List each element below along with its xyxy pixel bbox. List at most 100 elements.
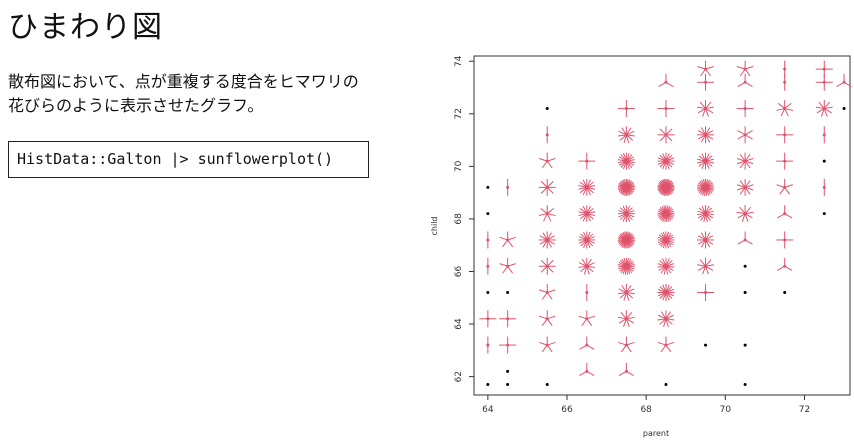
y-tick-label: 74: [454, 55, 464, 67]
point-center: [624, 343, 628, 347]
sunflower-point: [499, 257, 516, 274]
point-center: [585, 264, 589, 268]
sunflower-point: [617, 205, 635, 223]
plot-frame: [473, 55, 851, 396]
point-center: [545, 238, 549, 242]
x-tick-label: 66: [561, 405, 573, 415]
sunflower-point: [578, 231, 596, 249]
point-center: [585, 185, 589, 189]
point-center: [545, 185, 549, 189]
point-center: [664, 159, 668, 163]
point-center: [506, 238, 510, 242]
point-center: [545, 133, 549, 137]
x-axis-label: parent: [643, 429, 669, 438]
point-center: [486, 212, 490, 216]
sunflower-point: [618, 336, 635, 353]
y-tick-label: 62: [454, 371, 464, 382]
sunflower-point: [822, 126, 826, 144]
y-tick-label: 64: [454, 318, 464, 330]
description-line-1: 散布図において、点が重複する度合をヒマワリの: [8, 72, 359, 91]
point-center: [783, 107, 787, 111]
sunflower-point: [486, 257, 490, 275]
sunflower-point: [499, 336, 517, 354]
sunflower-point: [657, 152, 675, 170]
sunflower-point: [822, 159, 826, 163]
point-center: [704, 159, 708, 163]
point-center: [664, 264, 668, 268]
sunflower-point: [743, 291, 747, 295]
point-center: [743, 212, 747, 216]
point-center: [624, 133, 628, 137]
point-center: [743, 107, 747, 111]
sunflower-point: [538, 284, 556, 300]
point-center: [783, 159, 787, 163]
sunflower-point: [737, 231, 753, 245]
sunflower-point: [736, 152, 754, 170]
sunflower-point: [697, 126, 715, 144]
y-tick-label: 68: [454, 213, 464, 225]
point-center: [506, 264, 510, 268]
point-center: [585, 238, 589, 242]
sunflower-point: [506, 178, 510, 196]
y-axis-label: child: [430, 217, 439, 236]
sunflower-point: [776, 100, 794, 117]
sunflower-plot: 64 66 68 70 72 62 64 66 68 70 72 74 parent child: [430, 55, 852, 438]
point-center: [743, 382, 747, 386]
sunflower-point: [657, 100, 675, 118]
sunflower-point: [499, 310, 517, 328]
sunflower-point: [697, 73, 715, 91]
point-center: [704, 343, 708, 347]
sunflower-point: [617, 152, 635, 170]
point-center: [842, 80, 846, 84]
sunflower-point: [657, 126, 675, 144]
sunflower-point: [657, 310, 675, 328]
point-center: [585, 159, 589, 163]
point-center: [545, 291, 549, 295]
sunflower-point: [836, 73, 852, 87]
sunflower-point: [697, 152, 714, 170]
sunflower-point: [538, 205, 556, 222]
sunflower-point: [736, 100, 754, 118]
sunflower-point: [815, 60, 833, 78]
sunflower-point: [697, 257, 714, 275]
sunflower-point: [822, 212, 826, 216]
sunflower-point: [815, 100, 833, 117]
sunflower-point: [783, 60, 787, 78]
y-tick-label: 72: [454, 108, 464, 119]
sunflower-point: [578, 205, 596, 223]
point-center: [545, 382, 549, 386]
sunflower-point: [704, 343, 708, 347]
point-center: [624, 159, 628, 163]
sunflower-point: [657, 284, 675, 302]
sunflower-point: [658, 73, 674, 87]
sunflower-point: [777, 205, 793, 219]
sunflower-point: [743, 264, 747, 268]
point-center: [585, 317, 589, 321]
sunflower-point: [776, 231, 794, 249]
point-center: [842, 107, 846, 111]
sunflower-point: [822, 178, 826, 196]
sunflower-point: [545, 382, 549, 386]
sunflower-point: [585, 284, 589, 302]
sunflower-point: [617, 178, 635, 196]
point-center: [624, 212, 628, 216]
sunflower-point: [697, 100, 714, 117]
sunflower-point: [506, 382, 510, 386]
point-center: [664, 107, 668, 111]
x-tick-label: 68: [640, 405, 652, 415]
sunflower-point: [697, 284, 715, 302]
point-center: [624, 369, 628, 373]
sunflower-point: [499, 231, 516, 248]
point-center: [486, 343, 490, 347]
sunflower-point: [486, 291, 490, 295]
sunflower-point: [743, 343, 747, 347]
point-center: [545, 264, 549, 268]
point-center: [545, 107, 549, 111]
sunflower-point: [486, 336, 490, 354]
sunflower-point: [617, 126, 635, 144]
point-center: [822, 133, 826, 137]
sunflower-point: [697, 60, 714, 77]
sunflower-point: [697, 205, 715, 223]
point-center: [664, 291, 668, 295]
point-center: [664, 185, 668, 189]
